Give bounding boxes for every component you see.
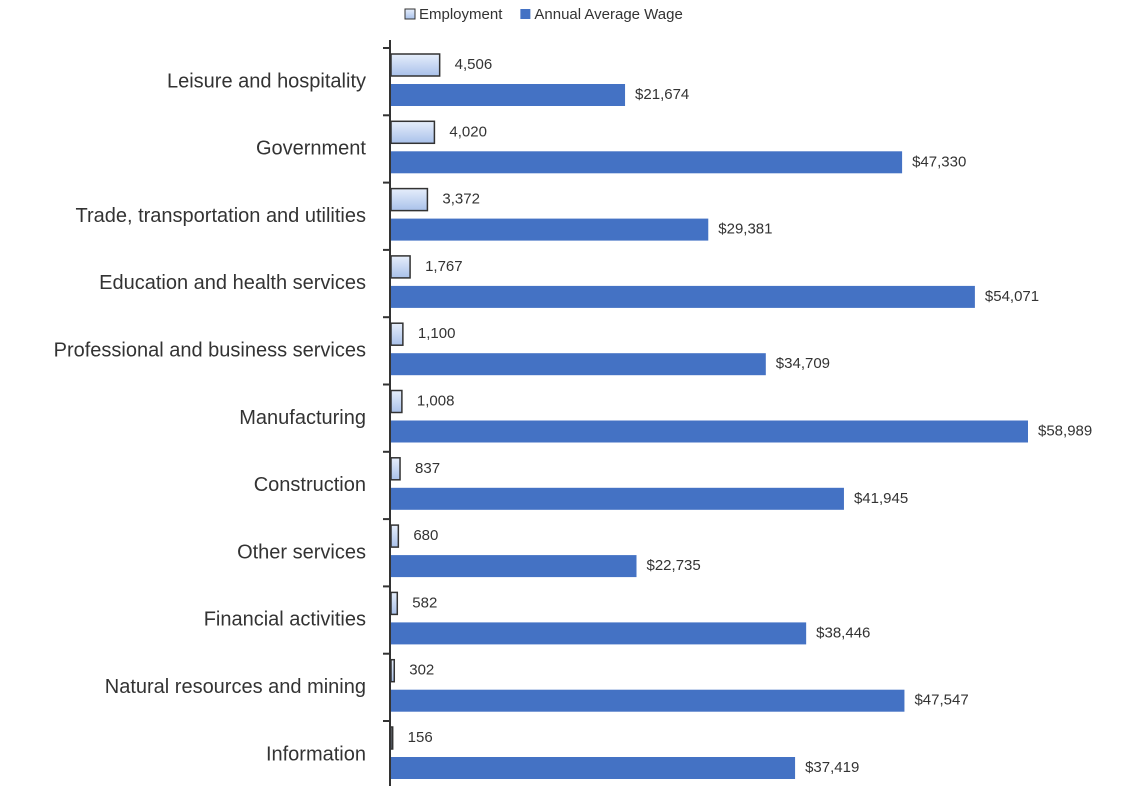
- value-label: 156: [408, 729, 433, 746]
- legend-swatch: [520, 9, 531, 19]
- value-label: 1,767: [425, 258, 463, 275]
- legend-label: Employment: [419, 6, 503, 23]
- wage-bar: [391, 151, 903, 174]
- employment-bar: [390, 524, 400, 548]
- value-label: $38,446: [816, 624, 870, 641]
- value-label: $21,674: [635, 86, 689, 103]
- value-label: 582: [412, 594, 437, 611]
- employment-bar: [390, 53, 441, 77]
- category-label: Professional and business services: [54, 339, 366, 361]
- wage-bar: [391, 689, 905, 712]
- category-label: Education and health services: [99, 272, 366, 294]
- employment-bar: [390, 658, 396, 683]
- value-label: $47,330: [912, 153, 966, 170]
- category-label: Trade, transportation and utilities: [75, 205, 366, 227]
- wage-bar: [391, 555, 637, 578]
- legend-label: Annual Average Wage: [534, 6, 682, 23]
- value-label: $47,547: [914, 692, 968, 709]
- category-label: Manufacturing: [239, 407, 366, 429]
- employment-bar: [390, 389, 403, 414]
- employment-bar: [390, 726, 394, 750]
- employment-bar: [390, 187, 429, 212]
- value-label: 3,372: [442, 191, 480, 208]
- employment-bar: [390, 322, 404, 346]
- value-label: $54,071: [985, 288, 1039, 305]
- category-label: Information: [266, 743, 366, 765]
- value-label: $41,945: [854, 490, 908, 507]
- wage-bar: [391, 285, 975, 308]
- value-label: $22,735: [647, 557, 701, 574]
- value-label: $58,989: [1038, 422, 1092, 439]
- value-label: $34,709: [776, 355, 830, 372]
- value-label: $37,419: [805, 759, 859, 776]
- employment-bar: [390, 120, 436, 145]
- employment-bar: [390, 255, 411, 279]
- value-label: 837: [415, 460, 440, 477]
- category-label: Government: [256, 138, 366, 160]
- category-label: Financial activities: [204, 609, 366, 631]
- employment-bar: [390, 457, 401, 481]
- wage-bar: [391, 487, 844, 510]
- value-label: 4,506: [455, 56, 493, 73]
- value-label: 680: [413, 527, 438, 544]
- wage-bar: [391, 757, 796, 779]
- wage-bar: [391, 420, 1028, 443]
- category-label: Natural resources and mining: [105, 676, 366, 698]
- value-label: 4,020: [449, 123, 487, 140]
- category-label: Construction: [254, 474, 366, 496]
- legend-swatch: [404, 8, 416, 20]
- wage-bar: [391, 218, 709, 241]
- value-label: 302: [409, 662, 434, 679]
- wage-bar: [391, 622, 807, 645]
- category-label: Other services: [237, 541, 366, 563]
- wage-bar: [391, 353, 766, 376]
- wage-bar: [391, 84, 626, 106]
- value-label: $29,381: [718, 221, 772, 238]
- value-label: 1,008: [417, 392, 455, 409]
- value-label: 1,100: [418, 325, 456, 342]
- employment-bar: [390, 591, 399, 616]
- category-label: Leisure and hospitality: [167, 70, 366, 92]
